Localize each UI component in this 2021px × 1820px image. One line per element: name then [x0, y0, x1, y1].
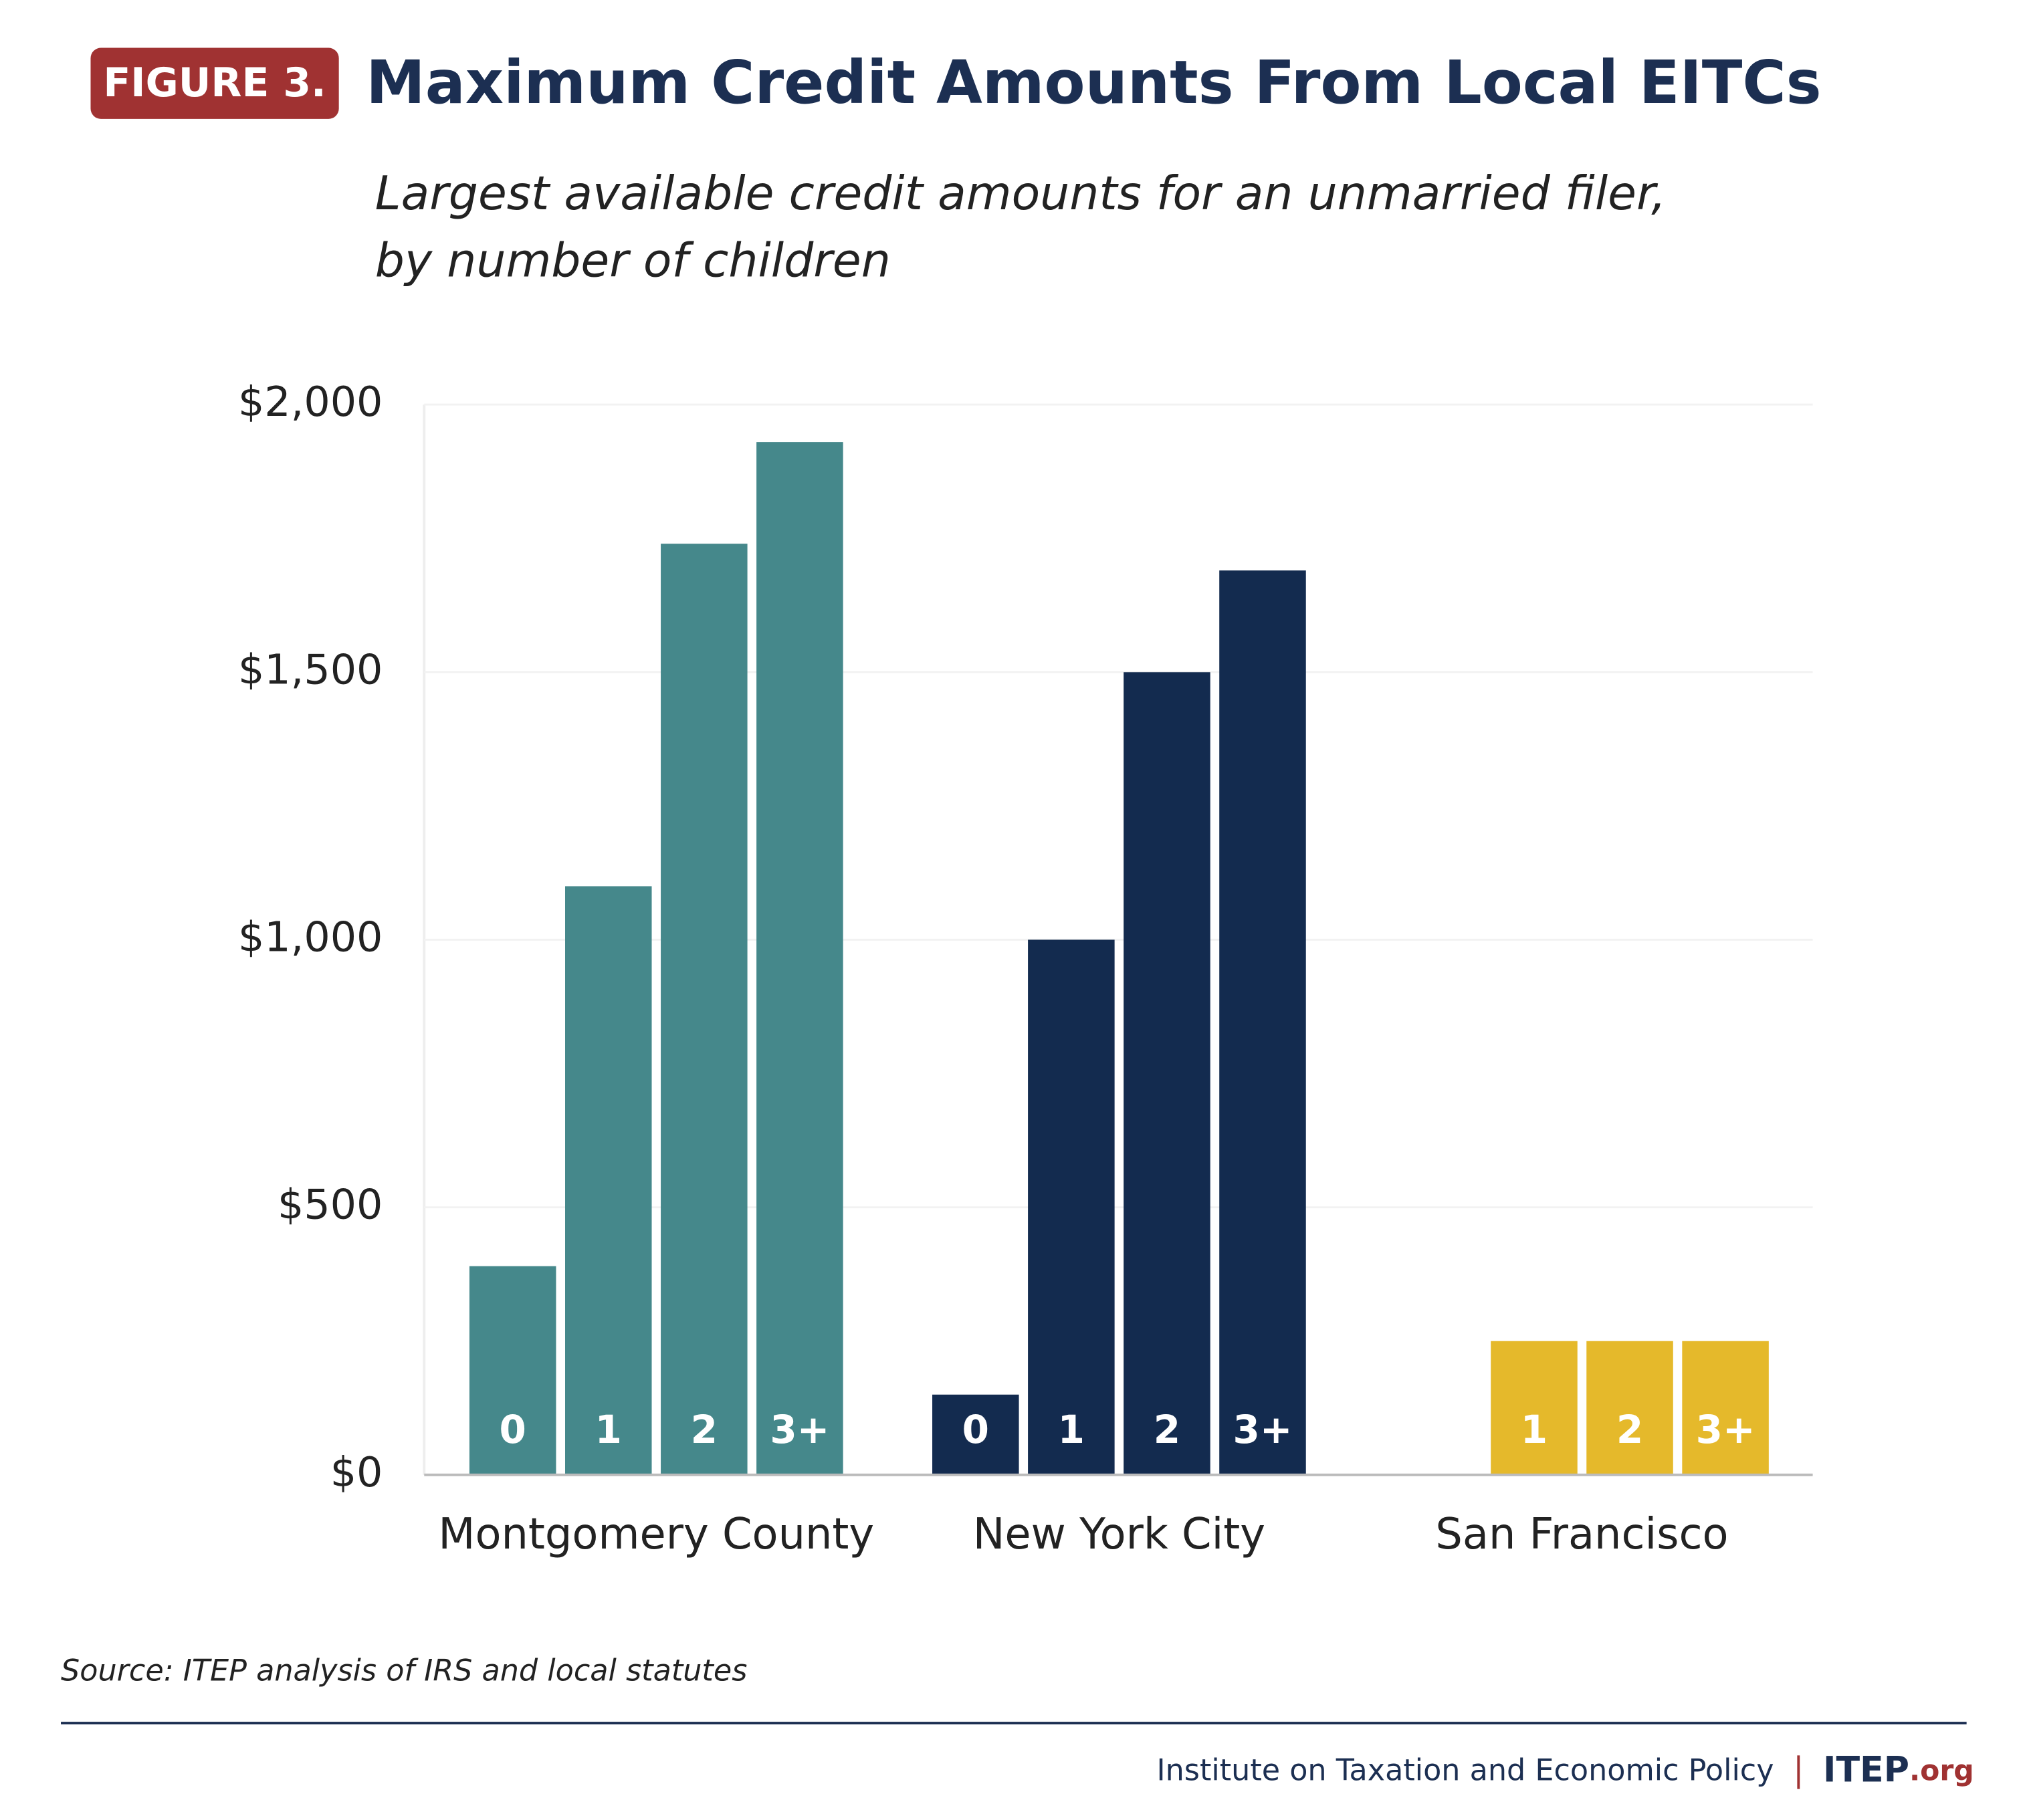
bar-label: 2	[1616, 1407, 1643, 1452]
footer-organization: Institute on Taxation and Economic Polic…	[1157, 1753, 1774, 1787]
footer-logo: ITEP.org	[1823, 1750, 1974, 1790]
figure-label: FIGURE 3.	[103, 60, 326, 106]
chart-title: Maximum Credit Amounts From Local EITCs	[366, 47, 1821, 117]
chart-subtitle: by number of children	[375, 233, 891, 288]
bar-label: 2	[1154, 1407, 1180, 1452]
logo-main: ITEP	[1823, 1750, 1909, 1790]
bar	[469, 1266, 556, 1475]
chart-subtitle: Largest available credit amounts for an …	[375, 166, 1667, 221]
logo-suffix: .org	[1909, 1754, 1974, 1787]
bar-label: 0	[962, 1407, 989, 1452]
y-tick-label: $2,000	[238, 378, 383, 426]
bar	[661, 544, 748, 1475]
figure-badge	[90, 47, 339, 119]
y-tick-label: $0	[330, 1448, 383, 1496]
bar-label: 1	[1521, 1407, 1548, 1452]
bar	[932, 1394, 1019, 1475]
bar	[1028, 939, 1115, 1475]
source-note: Source: ITEP analysis of IRS and local s…	[61, 1654, 747, 1688]
y-tick-label: $500	[278, 1181, 383, 1229]
bar-label: 3+	[1696, 1407, 1756, 1452]
bar-label: 2	[691, 1407, 718, 1452]
bar-label: 0	[500, 1407, 526, 1452]
bar-label: 3+	[770, 1407, 829, 1452]
bar	[1586, 1341, 1673, 1475]
bar	[1124, 672, 1210, 1475]
x-tick-label: New York City	[973, 1510, 1265, 1559]
bar-label: 3+	[1233, 1407, 1293, 1452]
bar	[756, 442, 843, 1475]
y-tick-label: $1,500	[238, 645, 383, 693]
bar	[1219, 570, 1306, 1475]
bar	[1491, 1341, 1578, 1475]
bar	[1682, 1341, 1769, 1475]
bar	[564, 886, 652, 1475]
x-tick-label: San Francisco	[1435, 1510, 1728, 1559]
bar-label: 1	[595, 1407, 622, 1452]
x-tick-label: Montgomery County	[438, 1510, 874, 1559]
y-tick-label: $1,000	[238, 913, 383, 961]
bar-label: 1	[1058, 1407, 1085, 1452]
